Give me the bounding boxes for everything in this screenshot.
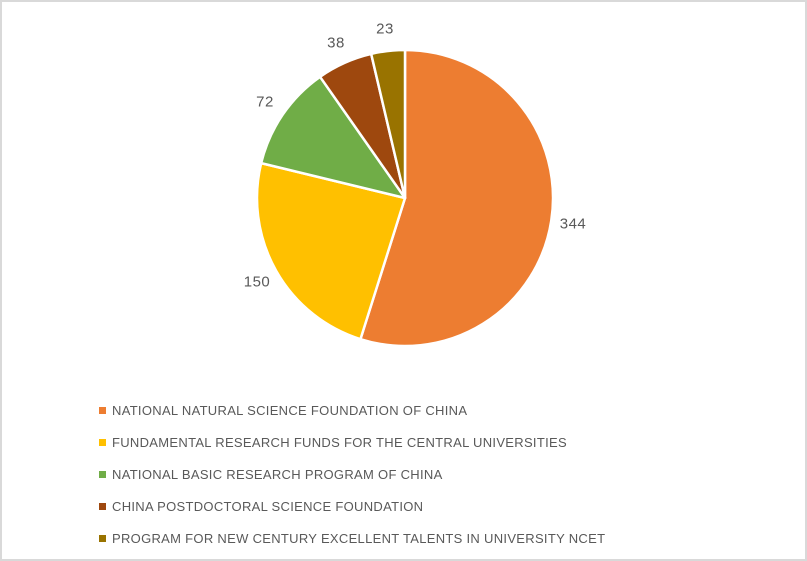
legend-item-0[interactable]: NATIONAL NATURAL SCIENCE FOUNDATION OF C… [99,394,605,426]
legend-item-4[interactable]: PROGRAM FOR NEW CENTURY EXCELLENT TALENT… [99,522,605,554]
pie-slice-1[interactable] [255,161,407,341]
pie-slice-4[interactable] [369,48,407,200]
data-label-2: 72 [256,93,274,111]
legend-label: FUNDAMENTAL RESEARCH FUNDS FOR THE CENTR… [112,434,567,450]
legend-item-2[interactable]: NATIONAL BASIC RESEARCH PROGRAM OF CHINA [99,458,605,490]
legend-label: NATIONAL NATURAL SCIENCE FOUNDATION OF C… [112,402,468,418]
legend-item-1[interactable]: FUNDAMENTAL RESEARCH FUNDS FOR THE CENTR… [99,426,605,458]
legend-label: PROGRAM FOR NEW CENTURY EXCELLENT TALENT… [112,530,606,546]
data-label-0: 344 [559,215,587,233]
data-label-1: 150 [243,273,271,291]
legend: NATIONAL NATURAL SCIENCE FOUNDATION OF C… [99,394,605,554]
legend-swatch-icon [99,502,106,510]
legend-item-3[interactable]: CHINA POSTDOCTORAL SCIENCE FOUNDATION [99,490,605,522]
pie-slice-0[interactable] [359,48,555,348]
data-label-4: 23 [376,20,394,38]
legend-swatch-icon [99,470,106,478]
data-label-3: 38 [327,34,345,52]
legend-swatch-icon [99,406,106,414]
legend-swatch-icon [99,534,106,542]
legend-swatch-icon [99,438,106,446]
legend-label: NATIONAL BASIC RESEARCH PROGRAM OF CHINA [112,466,443,482]
pie-slice-2[interactable] [259,75,407,200]
legend-label: CHINA POSTDOCTORAL SCIENCE FOUNDATION [112,498,424,514]
